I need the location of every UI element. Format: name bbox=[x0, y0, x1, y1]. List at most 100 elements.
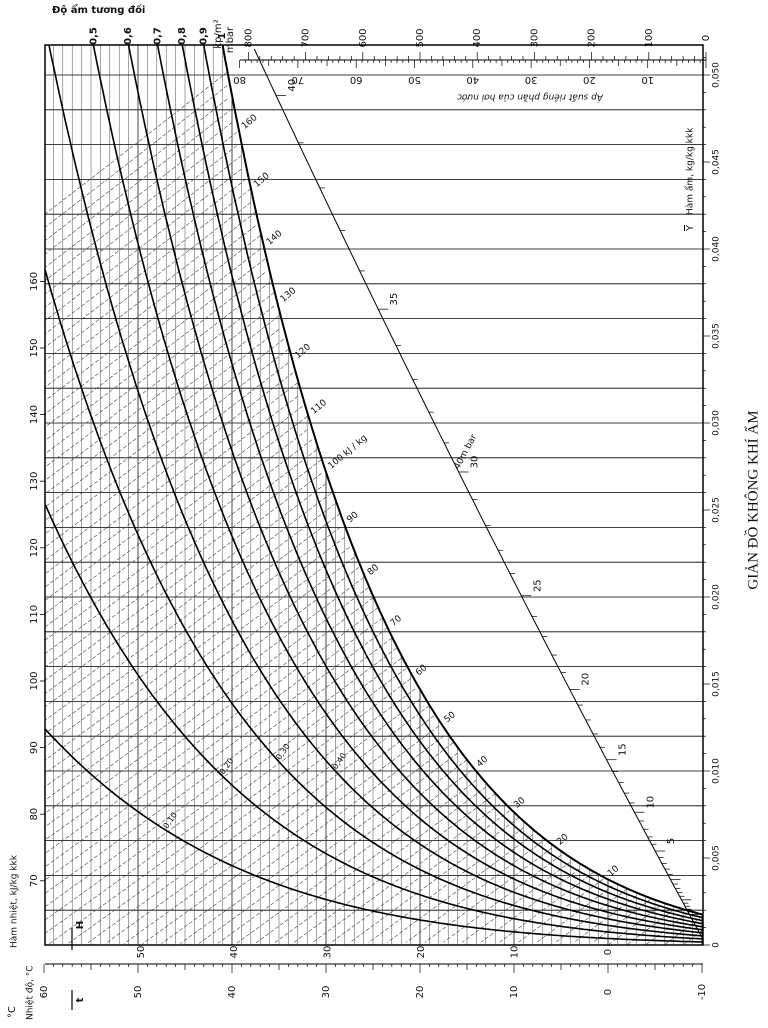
kp-label: 400 bbox=[472, 28, 483, 47]
humidity-label: 0,035 bbox=[712, 323, 722, 349]
humidity-label: 0,015 bbox=[712, 671, 722, 697]
enthalpy-line bbox=[45, 329, 280, 508]
enthalpy-line bbox=[45, 108, 233, 255]
rh-label: 0,5 bbox=[88, 27, 99, 45]
enthalpy-line bbox=[45, 85, 228, 228]
enthalpy-side-label: 100 bbox=[29, 671, 40, 690]
enthalpy-line bbox=[45, 168, 242, 322]
kp-label: 200 bbox=[587, 28, 598, 47]
enthalpy-line bbox=[45, 459, 322, 668]
enthalpy-line bbox=[45, 439, 313, 641]
dew-label: 5 bbox=[666, 838, 677, 844]
humidity-title: Hàm ẩm, kg/kg kkk bbox=[685, 127, 696, 215]
temperature-label: 50 bbox=[133, 986, 144, 999]
rh-curve bbox=[181, 45, 703, 922]
dew-label: 30 bbox=[470, 456, 481, 469]
mbar-label: 20 bbox=[583, 74, 596, 85]
enthalpy-label: 20 bbox=[416, 946, 427, 959]
enthalpy-line bbox=[274, 786, 486, 944]
enthalpy-line bbox=[48, 678, 411, 945]
enthalpy-line bbox=[45, 188, 251, 348]
rh-curve bbox=[221, 45, 703, 916]
rh-curve bbox=[202, 45, 703, 919]
humidity-label: 0,045 bbox=[712, 149, 722, 175]
rh-label: 1 bbox=[217, 32, 228, 39]
temperature-label: -10 bbox=[697, 984, 708, 1000]
kp-label: 800 bbox=[243, 28, 254, 47]
rh-label: 0,7 bbox=[152, 27, 163, 45]
enthalpy-line bbox=[104, 705, 430, 945]
enthalpy-line bbox=[330, 810, 510, 944]
kp-label: 600 bbox=[358, 28, 369, 47]
rh-curve bbox=[45, 266, 703, 937]
enthalpy-line bbox=[45, 348, 289, 535]
kp-label: 700 bbox=[301, 28, 312, 47]
rh-curve bbox=[48, 45, 703, 934]
pressure-title: Áp suất riêng phần của hơi nước bbox=[457, 92, 604, 104]
temperature-title: Nhiệt độ, °C bbox=[25, 965, 36, 1020]
enthalpy-label: 40 bbox=[229, 946, 240, 959]
frame bbox=[44, 44, 704, 946]
enthalpy-side-label: 80 bbox=[29, 808, 40, 821]
enthalpy-line bbox=[45, 473, 322, 681]
temperature-label: 60 bbox=[39, 986, 50, 999]
rh-label: 0,9 bbox=[198, 27, 209, 45]
enthalpy-line bbox=[45, 406, 303, 601]
enthalpy-line bbox=[45, 305, 275, 481]
enthalpy-line bbox=[45, 493, 331, 708]
enthalpy-line bbox=[45, 98, 228, 242]
enthalpy-side-label: 70 bbox=[29, 874, 40, 887]
humidity-label: 0,020 bbox=[712, 584, 722, 610]
enthalpy-line bbox=[45, 145, 237, 295]
enthalpy-line bbox=[45, 483, 327, 694]
enthalpy-line bbox=[45, 202, 251, 361]
kp-label: 500 bbox=[415, 28, 426, 47]
enthalpy-side-label: 140 bbox=[29, 405, 40, 424]
enthalpy-line bbox=[161, 736, 444, 944]
enthalpy-line bbox=[518, 878, 604, 943]
enthalpy-line bbox=[45, 627, 388, 881]
temperature-label: 10 bbox=[509, 986, 520, 999]
enthalpy-line bbox=[45, 597, 374, 841]
enthalpy-line bbox=[45, 258, 266, 428]
mbar-label: 10 bbox=[641, 74, 654, 85]
enthalpy-line bbox=[45, 282, 270, 455]
enthalpy-line bbox=[349, 817, 519, 943]
temperature-label: 40 bbox=[227, 986, 238, 999]
temperature-label: 0 bbox=[603, 989, 614, 995]
kp-label: 100 bbox=[644, 28, 655, 47]
enthalpy-line bbox=[45, 372, 294, 561]
enthalpy-line bbox=[45, 235, 261, 401]
temperature-unit: °C bbox=[7, 1006, 18, 1018]
enthalpy-line bbox=[45, 122, 233, 268]
mbar-label: 40 bbox=[466, 74, 479, 85]
labels: 0,5 0,6 0,7 0,8 0,9 10,100,200,30 0,4051015202… bbox=[29, 27, 722, 1000]
humidity-label: 0,005 bbox=[712, 845, 722, 871]
mbar-label: 60 bbox=[350, 74, 363, 85]
kp-label: 300 bbox=[529, 28, 540, 47]
enthalpy-side-label: 130 bbox=[29, 472, 40, 491]
enthalpy-title: Hàm nhiệt, kJ/kg kkk bbox=[9, 854, 20, 948]
mbar-label: 70 bbox=[292, 74, 305, 85]
enthalpy-line bbox=[142, 725, 439, 944]
rh-curve bbox=[92, 45, 703, 931]
dew-label: 25 bbox=[532, 579, 543, 592]
enthalpy-side-label: 90 bbox=[29, 741, 40, 754]
enthalpy-line bbox=[180, 742, 454, 944]
enthalpy-line bbox=[45, 225, 256, 388]
enthalpy-line bbox=[45, 557, 355, 788]
rh-curve bbox=[45, 727, 703, 943]
enthalpy-line bbox=[424, 848, 552, 943]
humidity-label: 0,030 bbox=[712, 410, 722, 436]
humidity-label: 0,050 bbox=[712, 62, 722, 88]
dew-label: 20 bbox=[581, 673, 592, 686]
enthalpy-line bbox=[368, 827, 524, 943]
enthalpy-line bbox=[236, 769, 472, 944]
enthalpy-line bbox=[45, 71, 228, 215]
temperature-label: 30 bbox=[321, 986, 332, 999]
enthalpy-line bbox=[217, 759, 468, 944]
enthalpy-line bbox=[45, 658, 402, 921]
enthalpy-line bbox=[45, 382, 298, 575]
enthalpy-label: 50 bbox=[136, 946, 147, 959]
dew-label: 40 bbox=[287, 79, 298, 92]
